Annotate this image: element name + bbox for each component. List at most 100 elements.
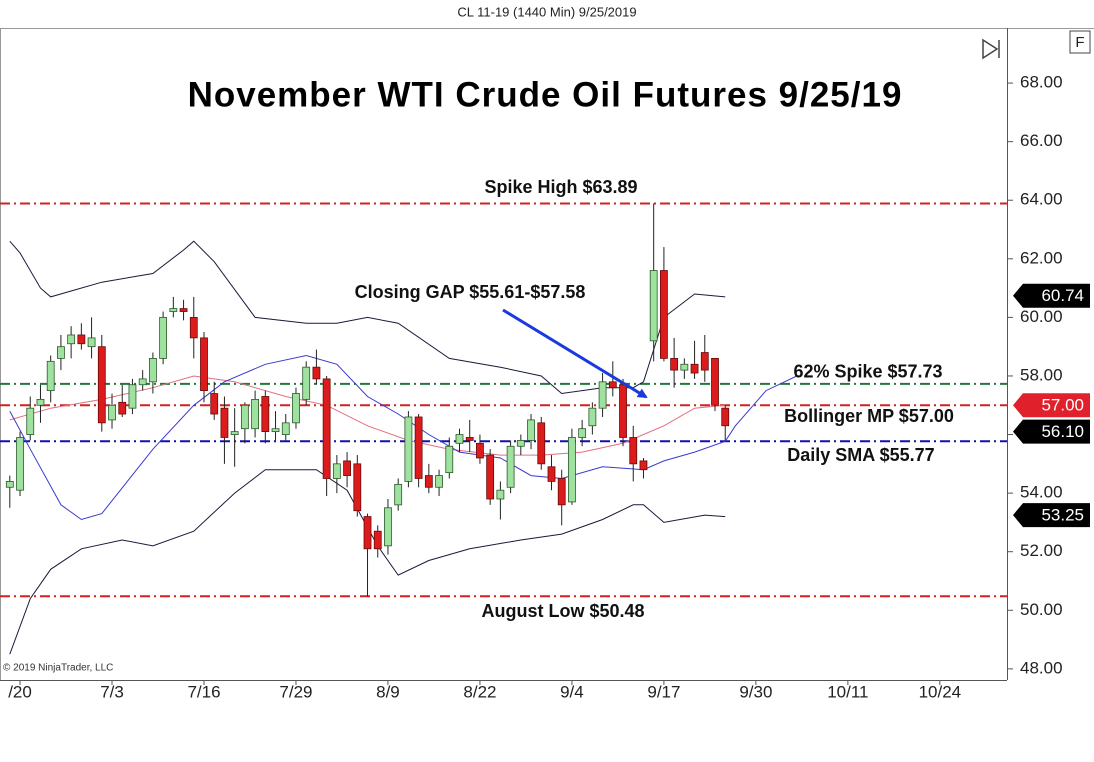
price-tag <box>1013 503 1090 528</box>
candle-body <box>690 363 699 374</box>
chart-title: November WTI Crude Oil Futures 9/25/19 <box>188 75 903 114</box>
candle-body <box>128 384 137 409</box>
candle-body <box>322 378 331 479</box>
candle-body <box>210 393 219 415</box>
nav-icon[interactable] <box>982 38 1000 60</box>
candle-body <box>281 422 290 435</box>
candle-body <box>26 407 35 435</box>
candle-body <box>598 381 607 409</box>
y-tick-label: 50.00 <box>1020 600 1063 619</box>
candle-body <box>343 460 351 476</box>
candle-body <box>649 270 658 342</box>
candle-body <box>67 334 76 345</box>
candle-body <box>261 396 270 433</box>
annotation: Closing GAP $55.61-$57.58 <box>355 282 586 302</box>
candle-body <box>506 445 515 488</box>
candle-body <box>476 442 484 459</box>
candle-body <box>435 475 443 488</box>
candle-body <box>189 316 198 339</box>
candle-body <box>700 352 709 371</box>
candle-body <box>639 460 648 471</box>
y-tick-label: 66.00 <box>1020 131 1063 150</box>
candle-body <box>721 407 730 427</box>
price-tag <box>1013 283 1090 308</box>
y-tick-label: 54.00 <box>1020 483 1063 502</box>
candle-body <box>465 437 474 441</box>
candle-body <box>404 416 413 482</box>
candle-body <box>496 489 505 500</box>
annotation-arrow <box>502 308 648 399</box>
candle-body <box>77 334 86 345</box>
candle-body <box>445 445 454 474</box>
candle-body <box>711 357 719 406</box>
x-tick-label: 9/17 <box>647 682 680 701</box>
candle-body <box>169 308 178 312</box>
candle-body <box>16 437 24 491</box>
price-tag-label: 57.00 <box>1041 396 1084 415</box>
candle-body <box>660 270 668 359</box>
candle-body <box>455 434 464 444</box>
candle-body <box>5 481 14 488</box>
x-tick-label: 9/4 <box>560 682 584 701</box>
candle-body <box>97 346 106 424</box>
candle-body <box>547 466 556 482</box>
candle-body <box>251 398 259 430</box>
x-tick-label: 7/29 <box>279 682 312 701</box>
candle-body <box>394 483 403 506</box>
play-icon[interactable] <box>982 38 999 60</box>
level-label: Spike High $63.89 <box>484 177 637 197</box>
candle-body <box>568 437 576 503</box>
copyright: © 2019 NinjaTrader, LLC <box>3 663 113 674</box>
candle-body <box>230 431 239 435</box>
candle-body <box>148 357 157 383</box>
candle-body <box>353 463 362 512</box>
price-tag <box>1013 419 1090 444</box>
f-button-label[interactable]: F <box>1075 34 1084 51</box>
y-tick-label: 48.00 <box>1020 658 1063 677</box>
candle-body <box>670 357 679 371</box>
overlay-line <box>9 354 798 521</box>
level-label: August Low $50.48 <box>481 601 644 621</box>
y-tick-label: 58.00 <box>1020 365 1063 384</box>
x-tick-label: 8/22 <box>463 682 496 701</box>
candle-body <box>619 384 627 438</box>
candle-body <box>373 530 382 550</box>
candle-body <box>332 463 341 479</box>
candle-body <box>57 346 65 359</box>
candle-body <box>200 337 208 392</box>
x-tick-label: 7/16 <box>187 682 220 701</box>
candle-body <box>46 360 55 392</box>
candle-body <box>312 366 321 380</box>
y-tick-label: 52.00 <box>1020 541 1063 560</box>
candle-body <box>588 407 597 427</box>
price-tag-label: 56.10 <box>1041 422 1084 441</box>
x-tick-label: 7/3 <box>100 682 124 701</box>
price-tag-label: 60.74 <box>1041 286 1084 305</box>
candle-body <box>363 516 372 550</box>
candle-body <box>292 393 300 424</box>
candle-body <box>527 419 535 441</box>
candle-body <box>179 308 188 312</box>
candle-body <box>424 475 433 488</box>
x-tick-label: 8/9 <box>376 682 400 701</box>
y-tick-label: 60.00 <box>1020 307 1063 326</box>
candle-body <box>537 422 546 465</box>
candle-body <box>486 454 495 500</box>
x-tick-label: 10/24 <box>919 682 962 701</box>
candle-body <box>240 404 249 430</box>
candle-body <box>220 407 229 438</box>
candle-body <box>138 378 147 386</box>
candle-body <box>680 363 689 371</box>
candle-body <box>516 440 525 447</box>
candle-body <box>159 316 168 359</box>
candle-body <box>108 404 116 421</box>
candle-body <box>608 381 617 389</box>
x-tick-label: /20 <box>8 682 32 701</box>
price-tag <box>1013 393 1090 418</box>
candle-body <box>629 437 638 465</box>
f-button[interactable] <box>1069 30 1091 54</box>
candle-body <box>36 398 45 406</box>
level-label: Bollinger MP $57.00 <box>784 406 954 426</box>
candle-body <box>302 366 311 400</box>
